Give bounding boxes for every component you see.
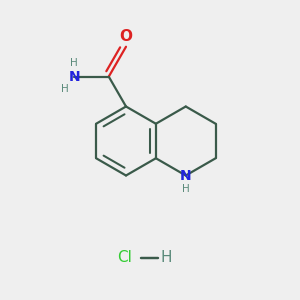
Text: H: H [182,184,190,194]
Text: H: H [70,58,78,68]
Text: H: H [61,84,69,94]
Text: H: H [161,250,172,266]
Text: N: N [180,169,192,182]
Text: Cl: Cl [117,250,132,266]
Text: N: N [68,70,80,84]
Text: O: O [119,29,133,44]
